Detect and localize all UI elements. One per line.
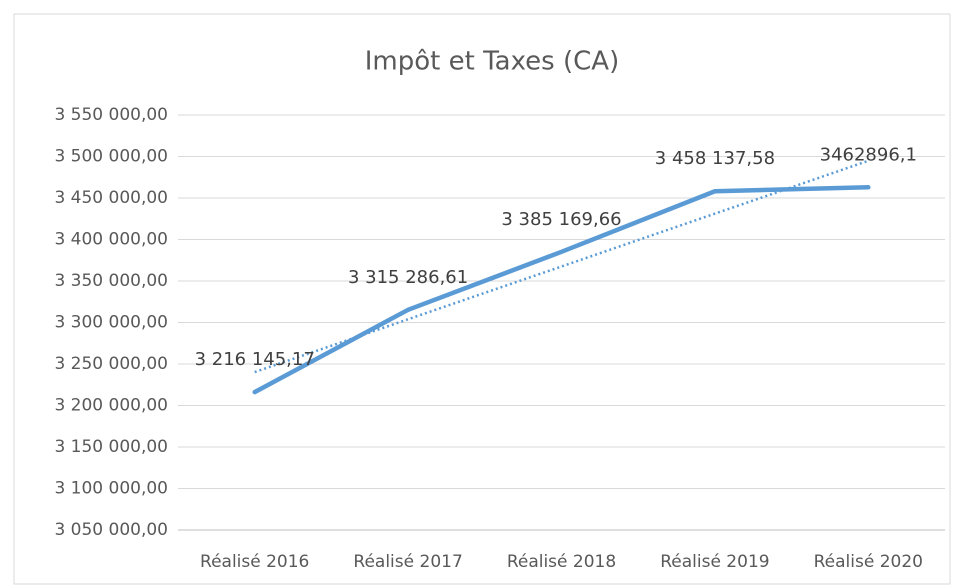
- y-tick-label: 3 450 000,00: [54, 188, 168, 208]
- chart-frame: [13, 13, 951, 585]
- y-tick-label: 3 400 000,00: [54, 230, 168, 250]
- trendline: [254, 159, 869, 374]
- data-label: 3 458 137,58: [655, 148, 775, 169]
- y-tick-label: 3 100 000,00: [54, 479, 168, 499]
- y-tick-label: 3 250 000,00: [54, 354, 168, 374]
- data-label: 3 315 286,61: [348, 267, 468, 288]
- x-tick-label: Réalisé 2019: [660, 552, 769, 572]
- y-tick-label: 3 300 000,00: [54, 313, 168, 333]
- y-tick-label: 3 500 000,00: [54, 147, 168, 167]
- x-tick-label: Réalisé 2018: [507, 552, 616, 572]
- x-tick-label: Réalisé 2020: [814, 552, 923, 572]
- y-tick-label: 3 150 000,00: [54, 437, 168, 457]
- y-tick-label: 3 200 000,00: [54, 396, 168, 416]
- y-tick-label: 3 350 000,00: [54, 271, 168, 291]
- y-tick-label: 3 550 000,00: [54, 105, 168, 125]
- x-tick-label: Réalisé 2016: [200, 552, 309, 572]
- data-label: 3 216 145,17: [195, 349, 315, 370]
- x-tick-label: Réalisé 2017: [353, 552, 462, 572]
- data-line: [252, 185, 871, 395]
- data-label: 3462896,1: [820, 144, 917, 165]
- data-label: 3 385 169,66: [501, 209, 621, 230]
- chart-title: Impôt et Taxes (CA): [365, 47, 619, 77]
- y-tick-label: 3 050 000,00: [54, 520, 168, 540]
